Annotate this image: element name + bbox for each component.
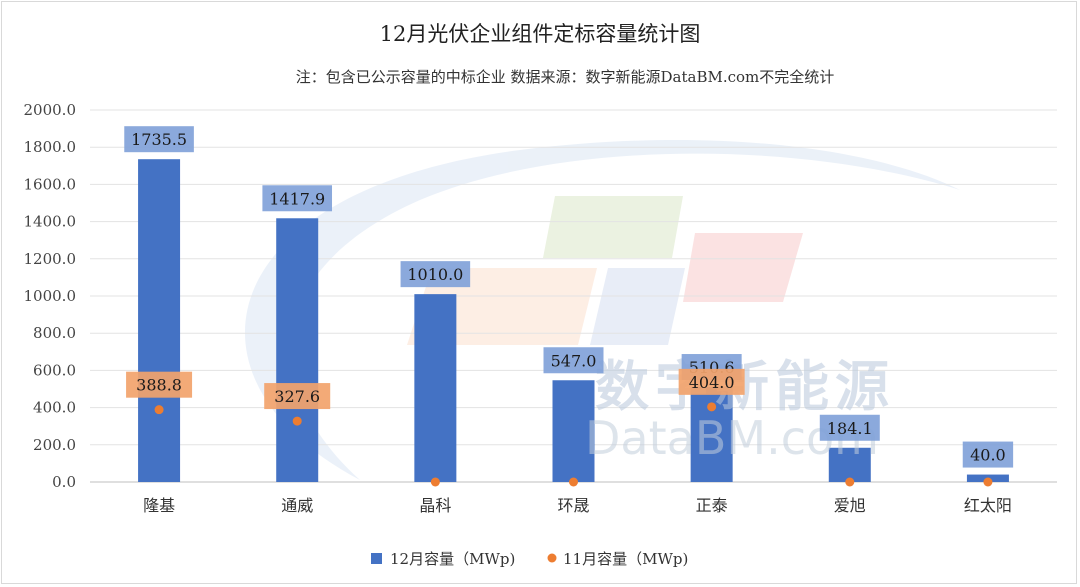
y-tick-label: 0.0 xyxy=(52,473,76,491)
point-label-box xyxy=(126,371,193,398)
point-11-1 xyxy=(292,416,302,426)
y-tick-label: 1200.0 xyxy=(24,250,77,268)
y-axis: 0.0 200.0 400.0 600.0 800.0 1000.0 1200.0 1400.… xyxy=(24,101,77,491)
bar-data-label: 1417.9 xyxy=(269,189,325,208)
y-tick-label: 1800.0 xyxy=(24,138,77,156)
x-tick-label: 通威 xyxy=(281,496,313,515)
bar-12-2 xyxy=(414,294,457,482)
x-tick-label: 爱旭 xyxy=(834,496,866,515)
point-label-box xyxy=(678,368,745,395)
point-data-label: 327.6 xyxy=(274,387,320,406)
y-tick-label: 2000.0 xyxy=(24,101,77,119)
bar-12-0 xyxy=(138,159,181,482)
bar-label-box xyxy=(124,126,194,153)
point-11-6 xyxy=(983,477,993,487)
legend-swatch-12 xyxy=(371,553,382,564)
x-tick-label: 隆基 xyxy=(143,496,175,515)
y-tick-label: 600.0 xyxy=(33,361,76,379)
bar-12-1 xyxy=(276,218,319,482)
point-11-0 xyxy=(154,405,164,415)
y-tick-label: 1000.0 xyxy=(24,287,77,305)
x-tick-label: 正泰 xyxy=(696,496,728,515)
bar-data-label: 184.1 xyxy=(827,419,873,438)
point-series xyxy=(154,402,993,487)
x-tick-label: 晶科 xyxy=(419,496,451,515)
y-tick-label: 800.0 xyxy=(33,324,76,342)
gridlines xyxy=(90,109,1057,483)
point-11-5 xyxy=(845,477,855,487)
x-axis: 隆基 通威 晶科 环晟 正泰 爱旭 红太阳 xyxy=(143,496,1012,515)
chart-subtitle: 注：包含已公示容量的中标企业 数据来源：数字新能源DataBM.com不完全统计 xyxy=(296,68,835,86)
x-tick-label: 红太阳 xyxy=(964,496,1012,515)
point-data-label: 404.0 xyxy=(689,373,735,392)
y-tick-label: 200.0 xyxy=(33,436,76,454)
y-tick-label: 400.0 xyxy=(33,399,76,417)
legend: 12月容量（MWp) 11月容量（MWp) xyxy=(371,550,688,568)
y-tick-label: 1400.0 xyxy=(24,213,77,231)
legend-swatch-11 xyxy=(547,553,557,563)
bar-series xyxy=(138,159,1009,482)
bar-data-label: 1010.0 xyxy=(407,265,463,284)
bar-label-box xyxy=(543,347,604,374)
chart-title: 12月光伏企业组件定标容量统计图 xyxy=(380,22,701,46)
bar-label-box xyxy=(962,441,1014,468)
point-label-box xyxy=(264,383,331,410)
legend-label-11: 11月容量（MWp) xyxy=(563,550,688,568)
y-tick-label: 1600.0 xyxy=(24,175,77,193)
point-data-label: 388.8 xyxy=(136,376,182,395)
bar-label-box xyxy=(819,414,880,441)
bar-data-label: 40.0 xyxy=(970,446,1006,465)
bar-12-5 xyxy=(828,447,871,482)
point-11-4 xyxy=(707,402,717,412)
point-11-3 xyxy=(569,477,578,487)
legend-label-12: 12月容量（MWp) xyxy=(390,550,515,568)
point-11-2 xyxy=(430,477,440,487)
x-tick-label: 环晟 xyxy=(557,496,589,515)
watermark-cn: 数字新能源 xyxy=(595,354,895,418)
bar-label-box xyxy=(400,261,471,288)
bar-label-box xyxy=(262,185,333,212)
bar-12-3 xyxy=(552,380,595,482)
bar-data-label: 547.0 xyxy=(551,351,597,370)
bar-data-label: 1735.5 xyxy=(131,130,187,149)
